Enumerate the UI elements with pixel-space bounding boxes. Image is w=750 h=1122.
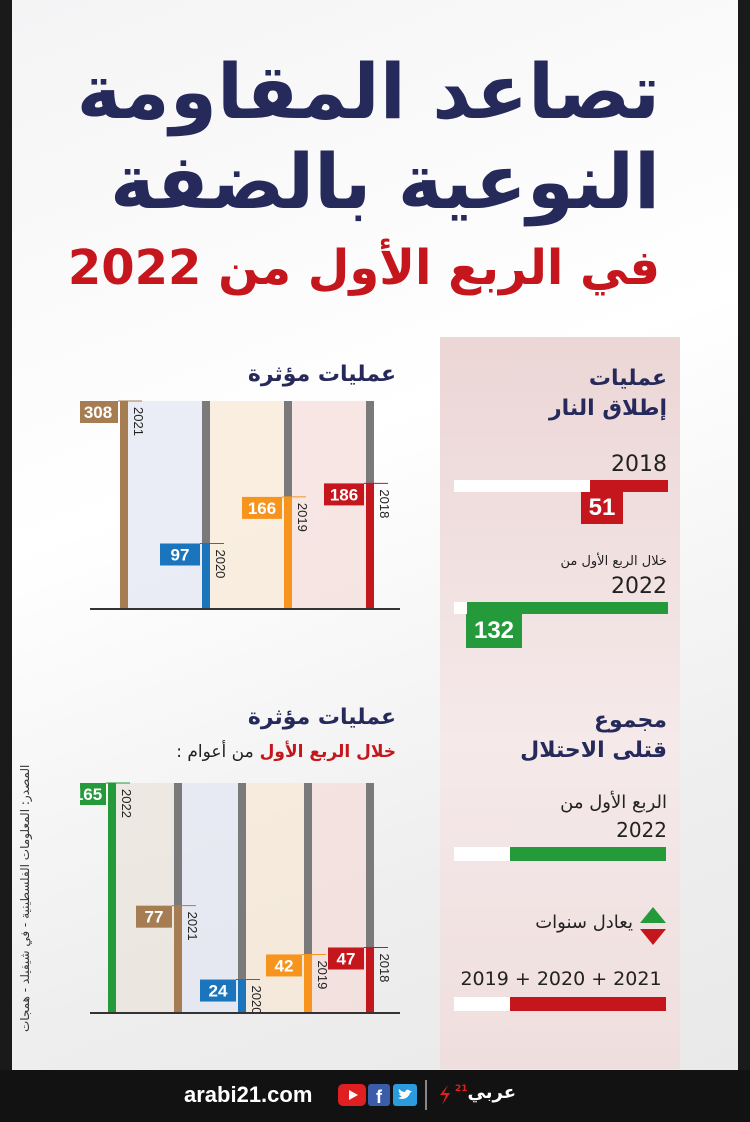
bar-2020 (202, 543, 210, 609)
equals-arrows-icon (640, 907, 666, 945)
value-label-2019: 166 (248, 499, 276, 518)
year-label-2020: 2020 (249, 986, 264, 1015)
fire-bar-2022 (466, 602, 668, 614)
fire-value-2018: 51 (581, 492, 623, 524)
killed-q1-line1: الربع الأول من (560, 792, 667, 813)
year-label-2018: 2018 (377, 953, 392, 982)
value-label-2021: 77 (145, 908, 164, 927)
footer: arabi21.com f عربي21 (0, 1070, 750, 1122)
footer-brand-text: عربي (467, 1082, 516, 1103)
killed-bar-2022 (510, 847, 666, 861)
chart1-title: عمليات مؤثرة (247, 362, 396, 387)
bar-2019 (284, 496, 292, 609)
chart2-subtitle-highlight: خلال الربع الأول (259, 742, 396, 762)
value-box-2018 (328, 947, 364, 970)
panel-2020 (178, 783, 238, 1013)
panel-2018 (308, 783, 366, 1013)
year-label-2020: 2020 (213, 549, 228, 578)
bar-track-2021 (174, 783, 182, 1013)
value-box-2020 (200, 979, 236, 1002)
year-label-2021: 2021 (185, 912, 200, 941)
value-box-2022 (80, 783, 106, 805)
bar-2018 (366, 483, 374, 609)
chart2: 47 2018 42 2019 24 2020 77 2021 165 2022 (80, 782, 400, 1015)
value-box-2021 (136, 905, 172, 928)
panel-2019 (242, 783, 304, 1013)
frame-right (738, 0, 750, 1070)
value-box-2018 (324, 483, 364, 506)
value-label-2020: 24 (209, 982, 228, 1001)
footer-brand-num: 21 (455, 1084, 468, 1094)
chart2-title: عمليات مؤثرة (247, 705, 396, 730)
fire-value-2022: 132 (466, 614, 522, 648)
bar-2018 (366, 947, 374, 1013)
bar-2022 (108, 783, 116, 1013)
bar-track-2020 (238, 783, 246, 1013)
bar-2019 (304, 954, 312, 1013)
title-line-2: النوعية بالضفة (109, 137, 660, 226)
right-panel (440, 337, 680, 1069)
frame-left (0, 0, 12, 1070)
bar-track-2020 (202, 401, 210, 609)
value-label-2018: 186 (330, 485, 358, 504)
killed-q1-line2: 2022 (616, 818, 667, 842)
youtube-icon[interactable] (338, 1084, 366, 1106)
years-sum: 2019 + 2020 + 2021 (460, 968, 662, 990)
arabi21-logo-icon (440, 1085, 450, 1105)
panel-2021 (112, 783, 174, 1013)
footer-divider (425, 1080, 427, 1110)
bar-2020 (238, 979, 246, 1013)
bar-track-2019 (304, 783, 312, 1013)
year-label-2022: 2022 (119, 789, 134, 818)
killed-title: مجموع قتلى الاحتلال (455, 706, 667, 766)
bar-track-2018 (366, 783, 374, 1013)
value-box-2019 (266, 954, 302, 977)
value-box-2020 (160, 543, 200, 566)
title-line-1: تصاعد المقاومة (76, 47, 660, 136)
year-label-2018: 2018 (377, 489, 392, 518)
value-label-2022: 165 (80, 785, 102, 804)
fire-ops-title: عمليات إطلاق النار (455, 364, 667, 424)
footer-url[interactable]: arabi21.com (184, 1082, 313, 1107)
fire-bar-2018 (590, 480, 668, 492)
killed-title-line1: مجموع (593, 708, 667, 733)
facebook-icon[interactable]: f (368, 1084, 390, 1106)
equals-label: يعادل سنوات (535, 912, 633, 933)
svg-text:f: f (376, 1087, 383, 1106)
fire-ops-title-line2: إطلاق النار (548, 396, 667, 421)
killed-bar-years (510, 997, 666, 1011)
fire-ops-prefix-2022: خلال الربع الأول من (560, 554, 667, 569)
value-label-2018: 47 (337, 949, 356, 968)
killed-title-line2: قتلى الاحتلال (520, 738, 667, 763)
source-text: المصدر: المعلومات الفلسطينية - في شيفيلد… (18, 765, 32, 1033)
value-box-2019 (242, 496, 282, 519)
year-label-2021: 2021 (131, 407, 146, 436)
value-box-2021 (80, 401, 118, 423)
footer-brand: عربي21 (455, 1082, 516, 1103)
fire-ops-year-2018: 2018 (611, 452, 667, 477)
twitter-icon[interactable] (393, 1084, 417, 1106)
bar-2021 (174, 905, 182, 1013)
year-label-2019: 2019 (315, 960, 330, 989)
bar-2021 (120, 401, 128, 609)
chart1: 186 2018 166 2019 97 2020 308 2021 (80, 400, 400, 610)
value-label-2020: 97 (171, 545, 190, 564)
chart2-subtitle: خلال الربع الأول من أعوام : (110, 742, 396, 762)
value-label-2021: 308 (84, 403, 112, 422)
panel-2020 (124, 401, 202, 609)
year-label-2019: 2019 (295, 503, 310, 532)
fire-ops-year-2022: 2022 (611, 574, 667, 599)
chart2-subtitle-rest: من أعوام : (176, 742, 254, 762)
value-label-2019: 42 (275, 956, 294, 975)
subtitle: في الربع الأول من 2022 (67, 240, 660, 296)
fire-ops-title-line1: عمليات (588, 366, 667, 391)
